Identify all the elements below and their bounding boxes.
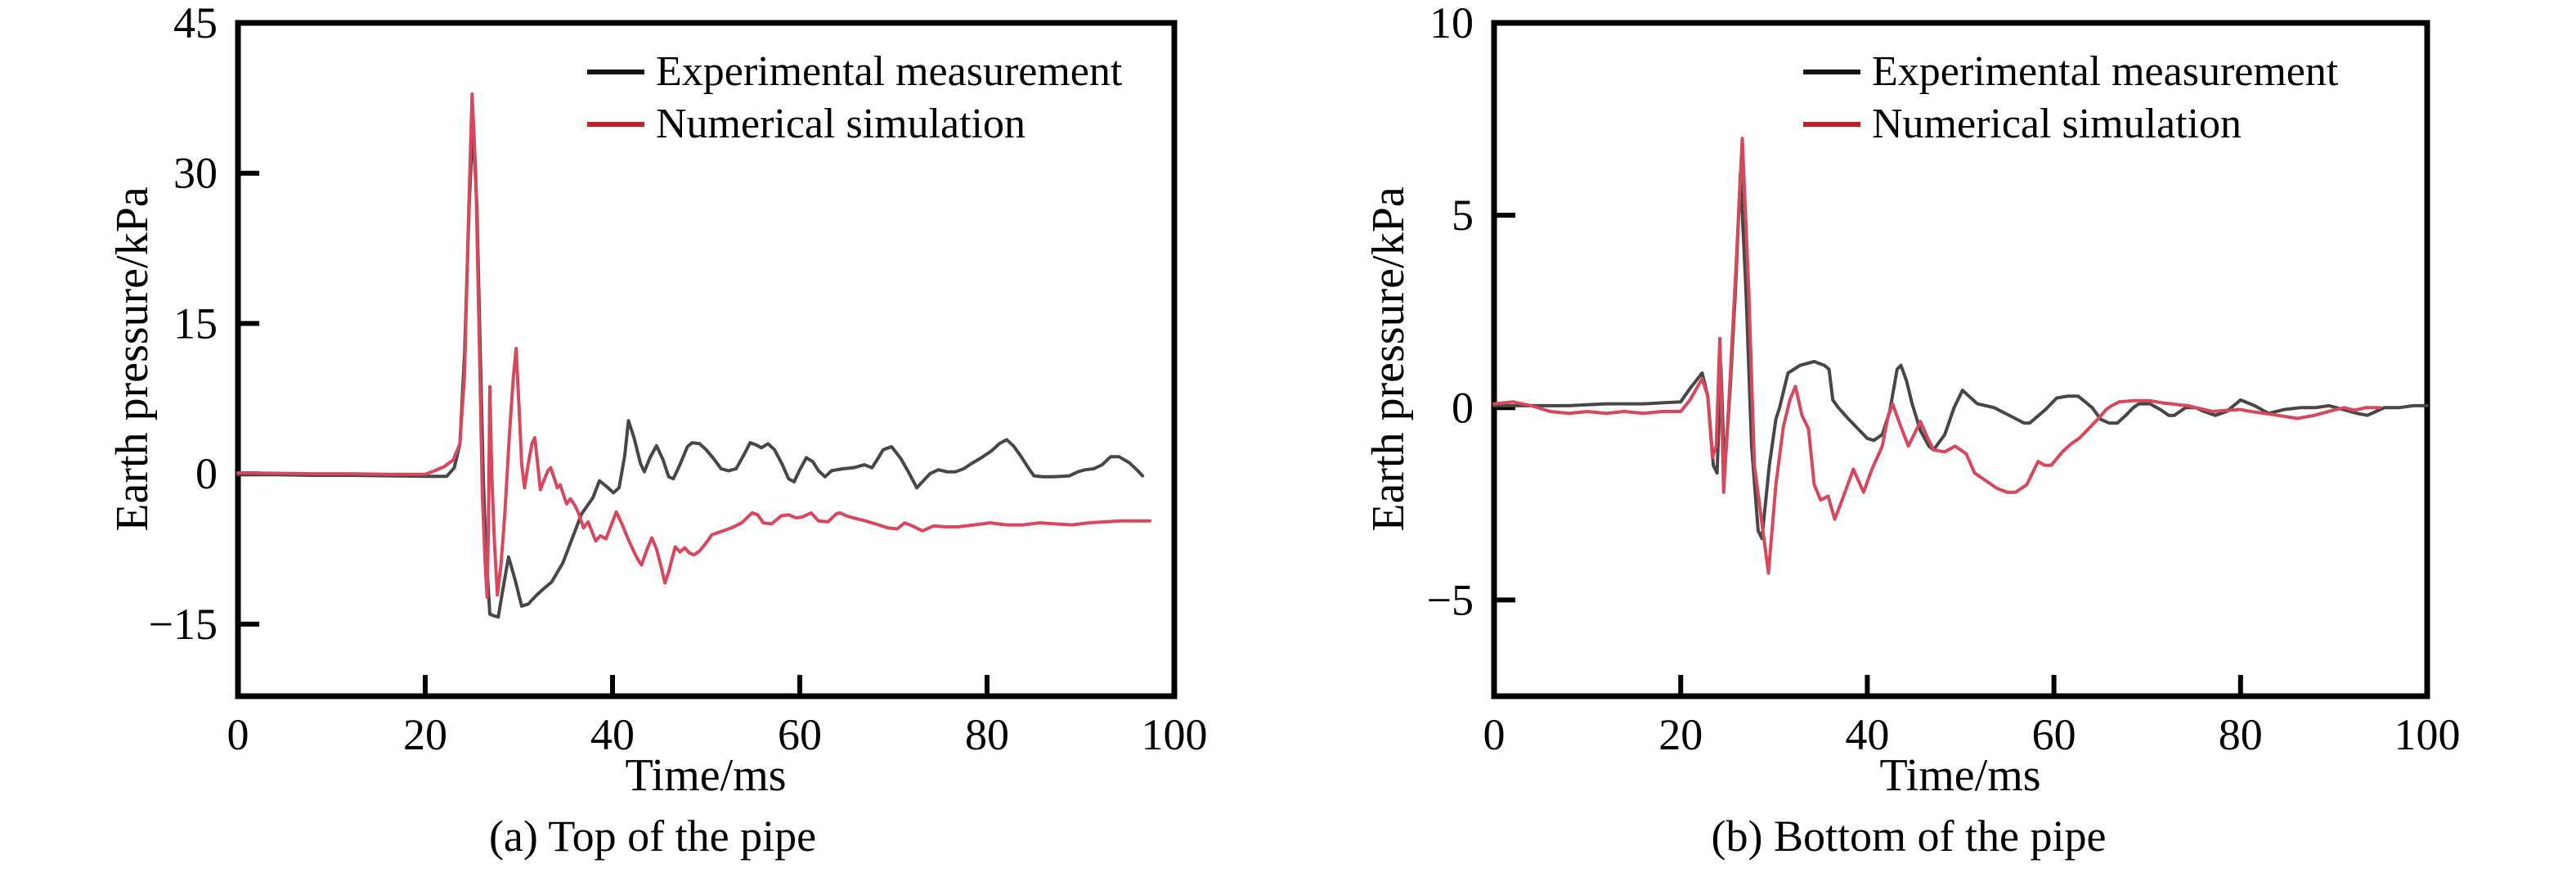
- y-tick-label: 0: [1452, 383, 1474, 432]
- x-tick-label: 20: [403, 710, 447, 759]
- numerical-simulation-line: [236, 92, 1152, 599]
- y-tick-label: 10: [1429, 0, 1474, 47]
- y-tick-label: 0: [195, 449, 218, 498]
- y-tick-label: 30: [173, 149, 218, 198]
- x-tick-label: 20: [1658, 710, 1703, 759]
- legend-label-experimental: Experimental measurement: [656, 48, 1123, 95]
- x-tick-label: 80: [2219, 710, 2263, 759]
- legend-label-numerical: Numerical simulation: [656, 101, 1025, 147]
- chart-bottom-of-pipe: 0 20 40 60 80 100 10 5 0 −5 Earth pressure/kPa Ti…: [1363, 0, 2461, 861]
- x-tick-label: 0: [1483, 710, 1506, 759]
- legend-label-experimental: Experimental measurement: [1872, 48, 2339, 95]
- y-tick-label: 15: [173, 299, 218, 348]
- subplot-caption: (b) Bottom of the pipe: [1712, 812, 2107, 861]
- x-tick-label: 100: [2394, 710, 2461, 759]
- y-axis-label: Earth pressure/kPa: [107, 187, 158, 532]
- axis-ticks: 0 20 40 60 80 100 45 30 15 0 −15: [149, 0, 1208, 759]
- plot-border: [235, 20, 1178, 699]
- y-tick-label: 45: [173, 0, 218, 47]
- x-axis-label: Time/ms: [625, 750, 786, 801]
- legend: Experimental measurement Numerical simul…: [1803, 48, 2339, 147]
- x-tick-label: 60: [778, 710, 822, 759]
- x-axis-label: Time/ms: [1879, 750, 2040, 801]
- x-tick-label: 80: [965, 710, 1009, 759]
- data-series: [1492, 137, 2429, 575]
- axis-ticks: 0 20 40 60 80 100 10 5 0 −5: [1427, 0, 2461, 759]
- subplot-caption: (a) Top of the pipe: [489, 812, 816, 861]
- x-tick-label: 100: [1142, 710, 1208, 759]
- y-tick-label: −5: [1427, 575, 1474, 624]
- x-tick-label: 40: [1845, 710, 1889, 759]
- numerical-simulation-line: [1492, 137, 2381, 575]
- x-tick-label: 0: [227, 710, 249, 759]
- experimental-measurement-line: [236, 122, 1145, 619]
- y-axis-label: Earth pressure/kPa: [1363, 187, 1414, 532]
- legend: Experimental measurement Numerical simul…: [587, 48, 1123, 147]
- plot-border: [1491, 20, 2430, 699]
- experimental-measurement-line: [1492, 171, 2429, 541]
- x-tick-label: 60: [2032, 710, 2076, 759]
- data-series: [236, 92, 1152, 619]
- y-tick-label: −15: [149, 600, 218, 649]
- y-tick-label: 5: [1452, 191, 1474, 240]
- chart-top-of-pipe: 0 20 40 60 80 100 45 30 15 0 −15 Earth pressure/kP…: [107, 0, 1208, 861]
- x-tick-label: 40: [590, 710, 635, 759]
- legend-label-numerical: Numerical simulation: [1872, 101, 2242, 147]
